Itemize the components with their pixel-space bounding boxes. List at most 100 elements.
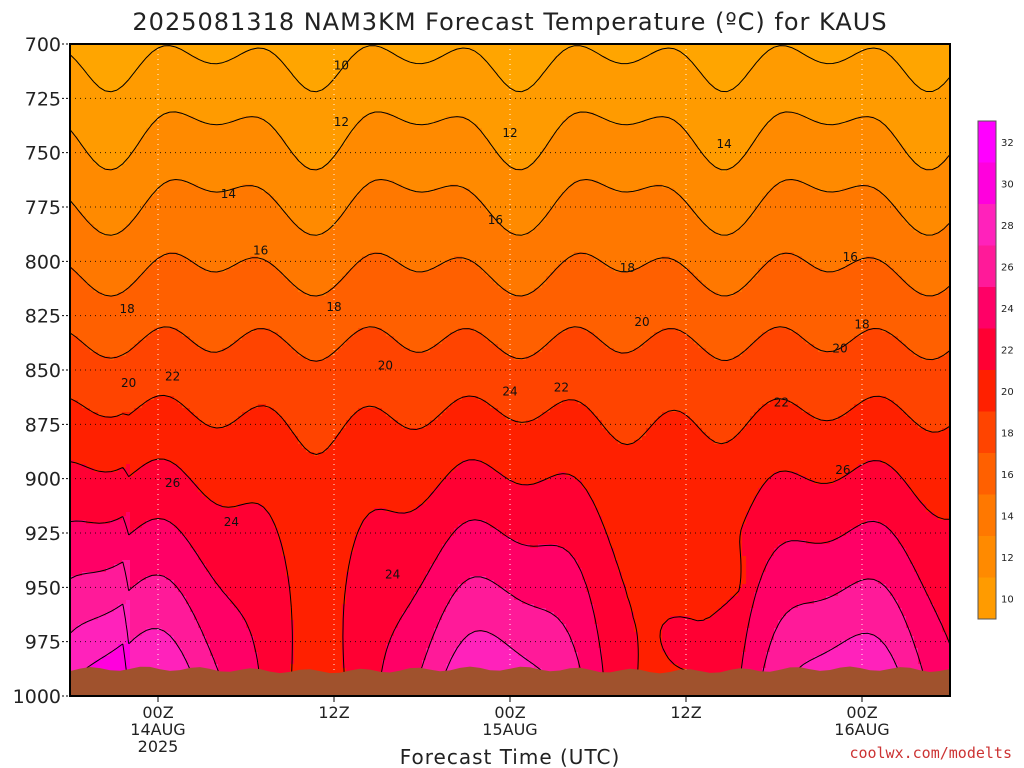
band-cell [822, 96, 827, 101]
band-cell [662, 116, 667, 121]
band-cell [586, 128, 591, 133]
band-cell [418, 132, 423, 137]
band-cell [86, 120, 91, 125]
band-cell [378, 104, 383, 109]
band-cell [690, 124, 695, 129]
band-cell [78, 76, 83, 81]
band-cell [478, 44, 483, 49]
band-cell [378, 112, 383, 117]
band-cell [414, 100, 419, 105]
band-cell [942, 128, 947, 133]
band-cell [338, 64, 343, 69]
band-cell [582, 80, 587, 85]
band-cell [818, 44, 823, 49]
band-cell [578, 108, 583, 113]
band-cell [242, 72, 247, 77]
band-cell [90, 112, 95, 117]
band-cell [190, 88, 195, 93]
band-cell [634, 80, 639, 85]
band-cell [194, 120, 199, 125]
band-cell [74, 76, 79, 81]
band-cell [350, 64, 355, 69]
band-cell [218, 132, 223, 137]
band-cell [886, 100, 891, 105]
band-cell [78, 88, 83, 93]
band-cell [614, 76, 619, 81]
band-cell [110, 48, 115, 53]
band-cell [526, 96, 531, 101]
band-cell [698, 60, 703, 65]
band-cell [890, 68, 895, 73]
band-cell [430, 64, 435, 69]
band-cell [266, 44, 271, 49]
band-cell [430, 44, 435, 49]
band-cell [786, 80, 791, 85]
band-cell [278, 48, 283, 53]
band-cell [898, 120, 903, 125]
band-cell [946, 112, 950, 117]
band-cell [562, 96, 567, 101]
band-cell [614, 100, 619, 105]
band-cell [234, 96, 239, 101]
band-cell [590, 116, 595, 121]
band-cell [638, 76, 643, 81]
band-cell [246, 88, 251, 93]
band-cell [110, 112, 115, 117]
band-cell [746, 56, 751, 61]
band-cell [222, 104, 227, 109]
band-cell [230, 112, 235, 117]
band-cell [102, 56, 107, 61]
band-cell [298, 128, 303, 133]
band-cell [190, 116, 195, 121]
band-cell [582, 64, 587, 69]
band-cell [70, 68, 75, 73]
band-cell [910, 88, 915, 93]
band-cell [294, 132, 299, 137]
band-cell [922, 60, 927, 65]
band-cell [934, 124, 939, 129]
band-cell [910, 68, 915, 73]
band-cell [902, 52, 907, 57]
band-cell [178, 132, 183, 137]
band-cell [642, 56, 647, 61]
band-cell [622, 48, 627, 53]
band-cell [898, 60, 903, 65]
band-cell [918, 48, 923, 53]
band-cell [298, 84, 303, 89]
band-cell [882, 88, 887, 93]
band-cell [206, 52, 211, 57]
band-cell [306, 84, 311, 89]
band-cell [914, 48, 919, 53]
band-cell [186, 52, 191, 57]
band-cell [586, 124, 591, 129]
band-cell [654, 60, 659, 65]
band-cell [682, 88, 687, 93]
band-cell [194, 48, 199, 53]
band-cell [714, 92, 719, 97]
band-cell [934, 88, 939, 93]
band-cell [734, 72, 739, 77]
band-cell [378, 56, 383, 61]
band-cell [462, 96, 467, 101]
band-cell [806, 52, 811, 57]
band-cell [502, 56, 507, 61]
band-cell [774, 68, 779, 73]
band-cell [722, 124, 727, 129]
band-cell [598, 52, 603, 57]
band-cell [790, 120, 795, 125]
band-cell [806, 80, 811, 85]
band-cell [878, 84, 883, 89]
band-cell [826, 52, 831, 57]
band-cell [834, 72, 839, 77]
band-cell [450, 68, 455, 73]
band-cell [266, 64, 271, 69]
band-cell [518, 112, 523, 117]
band-cell [274, 104, 279, 109]
band-cell [342, 108, 347, 113]
band-cell [830, 128, 835, 133]
band-cell [690, 48, 695, 53]
band-cell [634, 48, 639, 53]
band-cell [546, 72, 551, 77]
band-cell [154, 92, 159, 97]
band-cell [686, 80, 691, 85]
